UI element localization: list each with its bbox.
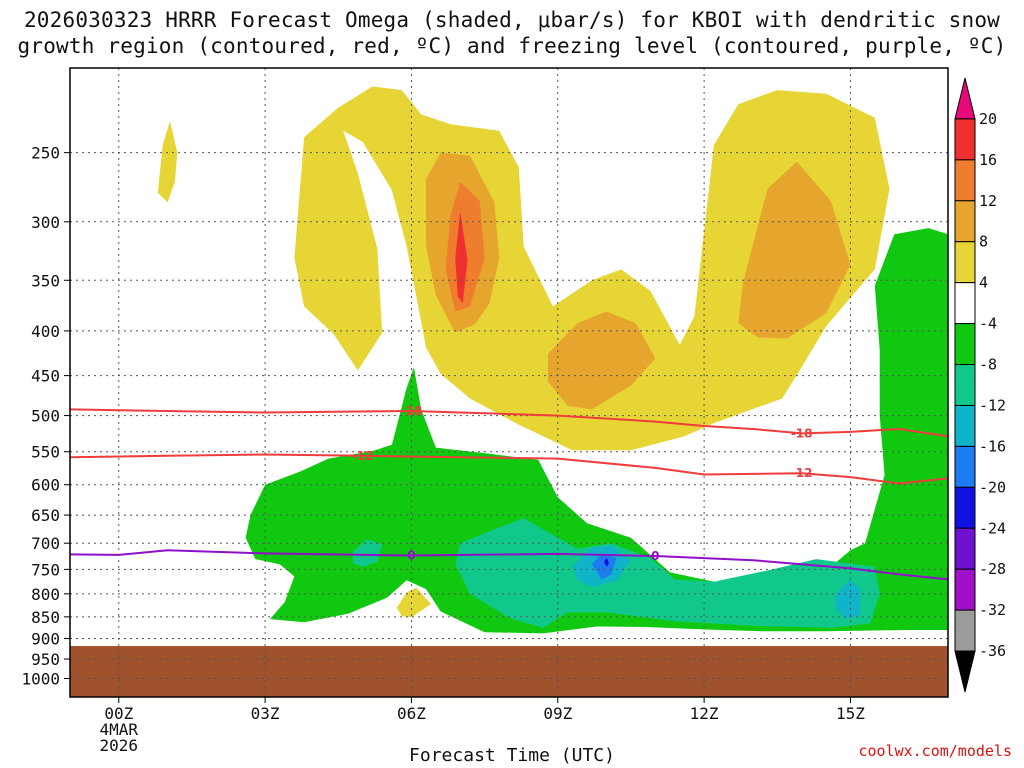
y-tick-label-250: 250	[31, 144, 60, 163]
x-tick-label-09Z: 09Z	[543, 704, 572, 723]
colorbar-swatch-2	[954, 159, 976, 202]
y-tick-label-350: 350	[31, 271, 60, 290]
colorbar-label-6: -8	[979, 356, 997, 374]
y-tick-label-450: 450	[31, 367, 60, 386]
omega-region-ascent-right-8	[738, 161, 851, 339]
ground-terrain	[70, 646, 948, 697]
contour-label-dendritic-minus18-0: -18	[401, 404, 423, 418]
colorbar-swatch-10	[954, 486, 976, 529]
y-tick-label-800: 800	[31, 585, 60, 604]
colorbar-label-2: 12	[979, 192, 997, 210]
y-tick-label-300: 300	[31, 213, 60, 232]
colorbar-swatch-12	[954, 568, 976, 611]
colorbar-swatch-8	[954, 404, 976, 447]
plot-area: -18 -18 -12 -12 0 0	[70, 68, 948, 697]
colorbar-label-10: -24	[979, 519, 1006, 537]
y-tick-label-900: 900	[31, 630, 60, 649]
omega-region-descent-minus8-main	[455, 518, 880, 628]
omega-region-descent-minus8-left	[352, 539, 383, 567]
colorbar-label-7: -12	[979, 396, 1006, 414]
y-tick-label-500: 500	[31, 407, 60, 426]
y-tick-label-550: 550	[31, 443, 60, 462]
chart-title-line2: growth region (contoured, red, ºC) and f…	[17, 34, 1007, 58]
contour-dendritic-minus12	[70, 453, 948, 485]
colorbar-swatch-3	[954, 200, 976, 243]
omega-region-descent-minus12-right	[835, 579, 861, 620]
contour-label-freezing-level-0-1: 0	[651, 549, 659, 563]
colorbar-bottom-arrow	[954, 650, 976, 693]
colorbar-label-12: -32	[979, 601, 1006, 619]
site-credit: coolwx.com/models	[858, 742, 1012, 760]
x-tick-label-06Z: 06Z	[397, 704, 426, 723]
colorbar-swatch-6	[954, 323, 976, 366]
omega-region-descent-minus20	[604, 557, 609, 567]
colorbar-swatch-7	[954, 364, 976, 406]
contour-freezing-level-0	[70, 549, 948, 581]
colorbar: 20 16 12 8 4 -4 -8 -12 -16 -20 -24 -28 -32 -36	[954, 77, 1006, 693]
contour-label-dendritic-minus18-1: -18	[791, 426, 813, 440]
colorbar-label-8: -16	[979, 437, 1006, 455]
y-tick-label-1000: 1000	[21, 669, 60, 688]
y-tick-label-700: 700	[31, 534, 60, 553]
y-tick-label-850: 850	[31, 608, 60, 627]
x-tick-date: 4MAR	[100, 720, 139, 739]
colorbar-label-5: -4	[979, 315, 997, 333]
omega-region-ascent-upper-mid-16	[455, 211, 468, 304]
colorbar-label-3: 8	[979, 233, 988, 251]
y-tick-label-650: 650	[31, 506, 60, 525]
colorbar-top-arrow	[954, 77, 976, 120]
omega-region-ascent-upper-left-small	[157, 121, 178, 203]
x-axis-label: Forecast Time (UTC)	[409, 745, 615, 766]
colorbar-label-9: -20	[979, 478, 1006, 496]
colorbar-swatch-9	[954, 445, 976, 488]
colorbar-label-1: 16	[979, 151, 997, 169]
colorbar-label-13: -36	[979, 642, 1006, 660]
omega-region-descent-main-minus4	[245, 228, 948, 634]
chart-title-line1: 2026030323 HRRR Forecast Omega (shaded, …	[23, 8, 1001, 32]
colorbar-swatch-4	[954, 241, 976, 284]
x-tick-label-03Z: 03Z	[251, 704, 280, 723]
y-tick-label-400: 400	[31, 322, 60, 341]
y-tick-label-600: 600	[31, 476, 60, 495]
colorbar-swatch-13	[954, 609, 976, 652]
colorbar-swatch-5	[954, 282, 976, 325]
contour-dendritic-minus18	[70, 408, 948, 438]
y-tick-label-950: 950	[31, 650, 60, 669]
colorbar-swatch-1	[954, 118, 976, 161]
y-tick-label-750: 750	[31, 560, 60, 579]
colorbar-label-11: -28	[979, 560, 1006, 578]
colorbar-label-0: 20	[979, 110, 997, 128]
contour-label-dendritic-minus12-1: -12	[791, 466, 813, 480]
omega-region-descent-minus16	[591, 553, 617, 580]
x-tick-label-15Z: 15Z	[836, 704, 865, 723]
plot-frame	[69, 67, 949, 698]
colorbar-swatch-11	[954, 527, 976, 570]
omega-region-ascent-low-small	[396, 587, 431, 618]
contour-label-dendritic-minus12-0: -12	[352, 449, 374, 463]
x-tick-label-00Z: 00Z	[104, 704, 133, 723]
contour-label-freezing-level-0-0: 0	[407, 548, 415, 562]
colorbar-label-4: 4	[979, 274, 988, 292]
x-tick-year: 2026	[100, 736, 139, 755]
omega-region-ascent-middle-8	[548, 311, 656, 410]
x-tick-label-12Z: 12Z	[690, 704, 719, 723]
